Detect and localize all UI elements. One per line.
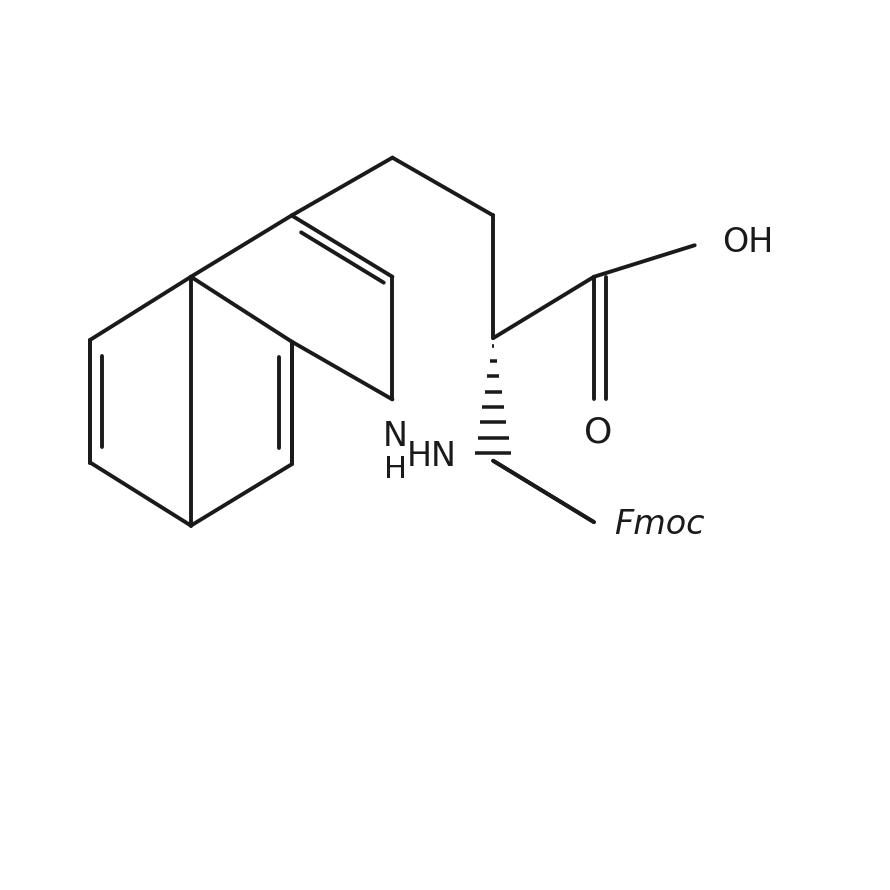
Text: H: H bbox=[384, 455, 407, 484]
Text: O: O bbox=[584, 416, 612, 449]
Text: N: N bbox=[383, 420, 408, 453]
Text: Fmoc: Fmoc bbox=[614, 508, 705, 541]
Text: HN: HN bbox=[407, 440, 457, 473]
Text: OH: OH bbox=[722, 226, 773, 259]
